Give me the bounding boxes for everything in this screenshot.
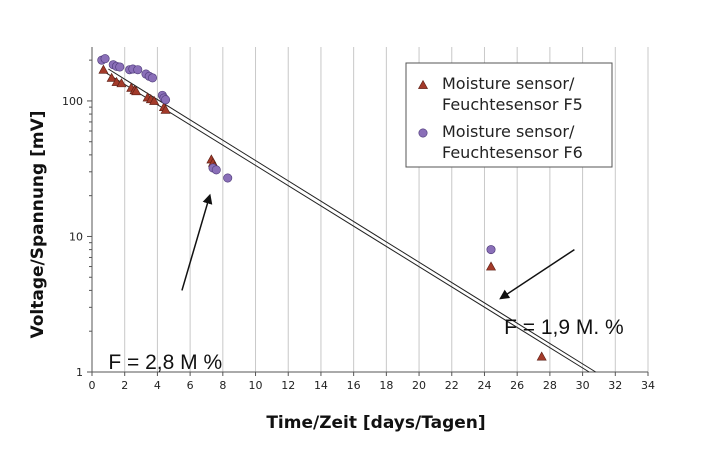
x-tick-label: 28 [543,379,557,392]
x-tick-label: 4 [154,379,161,392]
trend-line [106,72,590,373]
x-tick-label: 16 [347,379,361,392]
annotation-arrow [181,193,213,291]
trend-lines [106,68,596,373]
y-tick-label: 1 [76,366,83,379]
axis-layer: 0 2 4 6 8 10 12 14 16 18 20 22 24 26 28 30 32 34110100Tim… [28,47,655,433]
data-point-f5 [131,86,142,96]
legend-box [405,62,613,168]
x-tick-label: 34 [641,379,655,392]
data-points [97,54,547,361]
x-tick-label: 24 [477,379,491,392]
data-point-f6 [211,165,221,175]
annotations: F = 2,8 M % F = 1,9 M. % [108,193,624,374]
legend-label-line: Feuchtesensor F5 [442,95,583,114]
annotation-text: F = 1,9 M. % [504,316,624,339]
data-point-f5 [486,261,497,271]
data-point-f6 [115,62,125,72]
data-point-f5 [536,351,547,361]
legend-label: Moisture sensor/Feuchtesensor F5 [442,74,583,114]
x-tick-label: 10 [249,379,263,392]
y-tick-label: 10 [69,230,83,243]
x-tick-label: 22 [445,379,459,392]
data-point-f5 [149,95,160,105]
data-point-f6 [100,54,110,64]
data-point-f6 [161,95,171,105]
data-point-f6 [133,65,143,75]
trend-line [108,68,596,373]
legend-label-line: Moisture sensor/ [442,74,575,93]
legend-marker-f5 [417,79,429,89]
x-tick-label: 30 [576,379,590,392]
legend-label: Moisture sensor/Feuchtesensor F6 [442,122,583,162]
data-point-f6 [148,73,158,83]
data-point-f5 [116,78,127,88]
x-axis-title: Time/Zeit [days/Tagen] [266,413,485,433]
x-tick-label: 2 [121,379,128,392]
x-tick-label: 26 [510,379,524,392]
y-axis-title: Voltage/Spannung [mV] [28,110,48,338]
x-tick-label: 0 [89,379,96,392]
data-point-f5 [160,104,171,114]
annotation-text: F = 2,8 M % [108,351,222,374]
x-tick-label: 20 [412,379,426,392]
x-tick-label: 18 [379,379,393,392]
legend-label-line: Moisture sensor/ [442,122,575,141]
data-point-f6 [486,245,496,255]
x-tick-label: 8 [219,379,226,392]
y-tick-label: 100 [62,95,83,108]
x-tick-label: 14 [314,379,328,392]
x-tick-label: 12 [281,379,295,392]
x-tick-label: 6 [187,379,194,392]
annotation-arrow [499,248,575,300]
data-point-f5 [98,64,109,74]
legend-marker-f6 [418,128,428,138]
legend-label-line: Feuchtesensor F6 [442,143,583,162]
legend: Moisture sensor/Feuchtesensor F5Moisture… [405,62,613,168]
data-point-f6 [223,173,233,183]
data-point-f5 [106,72,117,82]
x-tick-label: 32 [608,379,622,392]
